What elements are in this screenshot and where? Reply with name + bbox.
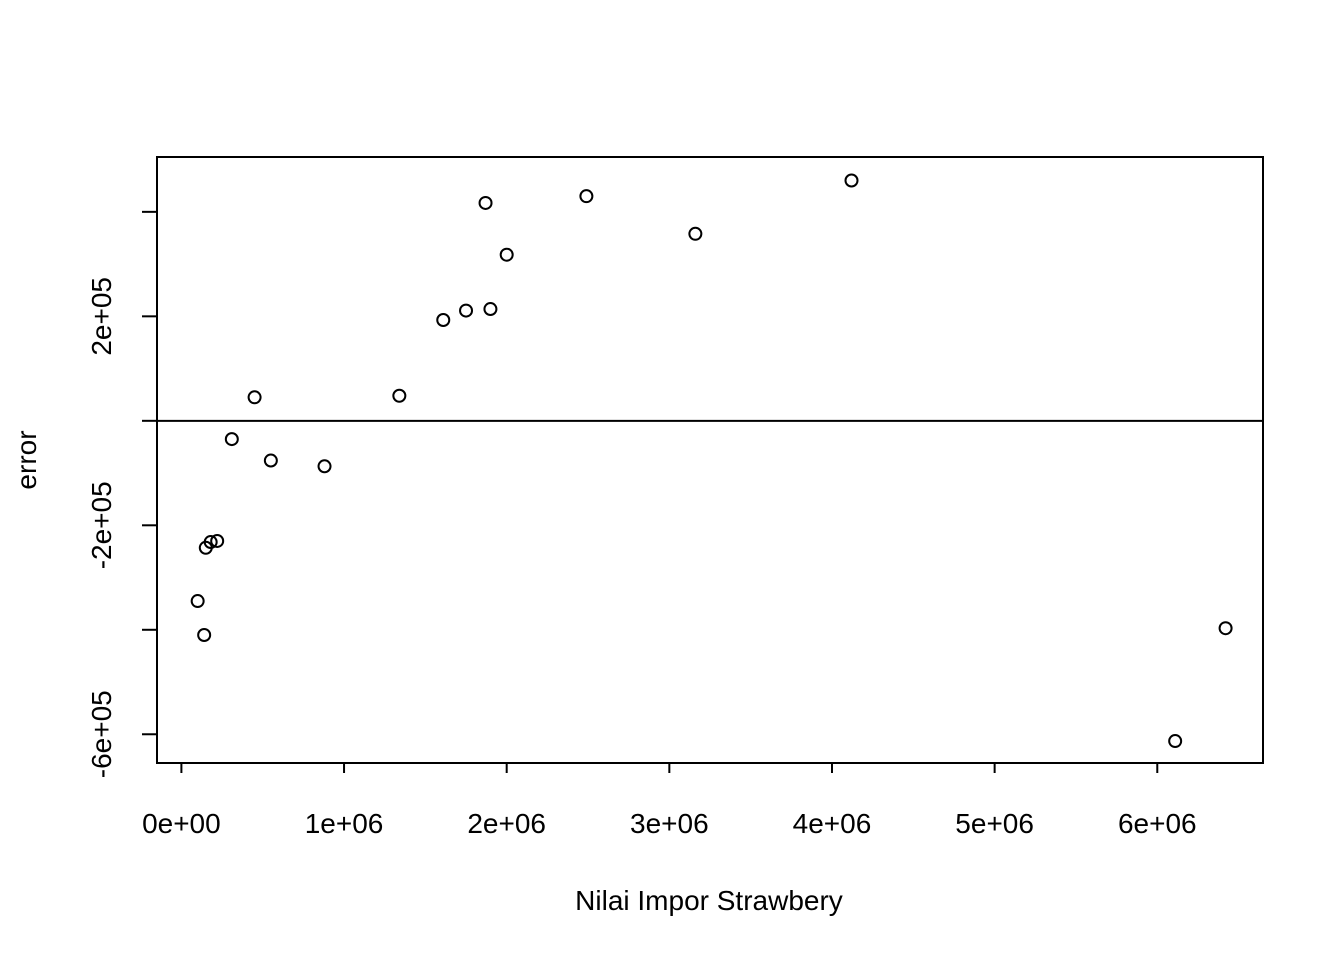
data-point [198, 540, 213, 555]
data-point [263, 453, 278, 468]
x-tick-label: 1e+06 [305, 808, 384, 839]
data-points [190, 173, 1233, 749]
x-axis: 0e+00 1e+06 2e+06 3e+06 4e+06 5e+06 6e+06 [142, 762, 1197, 839]
x-tick-label: 5e+06 [955, 808, 1034, 839]
data-point [579, 189, 594, 204]
data-point [1168, 734, 1183, 749]
data-point [190, 594, 205, 609]
data-point [483, 302, 498, 317]
data-point [392, 388, 407, 403]
x-tick-label: 2e+06 [467, 808, 546, 839]
data-point [247, 390, 262, 405]
plot-area-border [156, 156, 1264, 764]
data-point [478, 195, 493, 210]
data-point [1218, 621, 1233, 636]
data-point [499, 247, 514, 262]
data-point [210, 533, 225, 548]
data-point [459, 303, 474, 318]
x-axis-title: Nilai Impor Strawbery [575, 885, 843, 916]
y-tick-label: -2e+05 [86, 481, 117, 569]
x-tick-label: 3e+06 [630, 808, 709, 839]
y-tick-label: 2e+05 [86, 277, 117, 356]
data-point [436, 312, 451, 327]
x-tick-label: 4e+06 [793, 808, 872, 839]
y-tick-label: -6e+05 [86, 690, 117, 778]
data-point [197, 628, 212, 643]
data-point [317, 459, 332, 474]
data-point [844, 173, 859, 188]
x-tick-label: 0e+00 [142, 808, 221, 839]
data-point [688, 226, 703, 241]
x-tick-label: 6e+06 [1118, 808, 1197, 839]
y-axis: -6e+05 -2e+05 2e+05 [86, 210, 158, 778]
data-point [224, 432, 239, 447]
y-axis-title: error [11, 430, 42, 489]
